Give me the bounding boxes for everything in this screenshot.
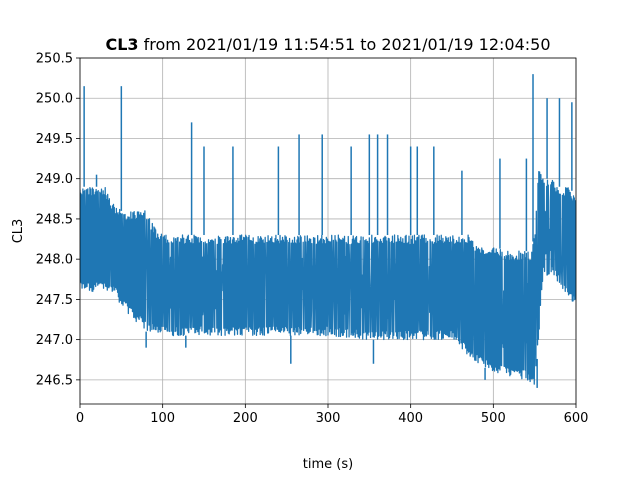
y-tick-label: 248.5: [36, 212, 73, 227]
y-tick-label: 248.0: [36, 253, 73, 268]
y-axis: 246.5 247.0 247.5 248.0 248.5 249.0 249.5 250.0…: [36, 52, 80, 388]
plot-area: [80, 74, 576, 388]
x-axis-label: time (s): [303, 457, 353, 472]
y-tick-label: 247.0: [36, 333, 73, 348]
chart-title-rest: from 2021/01/19 11:54:51 to 2021/01/19 1…: [139, 35, 551, 54]
chart-title: CL3 from 2021/01/19 11:54:51 to 2021/01/…: [105, 35, 550, 54]
chart-title-bold: CL3: [105, 35, 138, 54]
x-tick-label: 200: [233, 411, 258, 426]
y-tick-label: 249.0: [36, 172, 73, 187]
y-tick-label: 246.5: [36, 373, 73, 388]
x-tick-label: 100: [150, 411, 175, 426]
series-line: [80, 170, 576, 385]
x-tick-label: 0: [76, 411, 84, 426]
y-tick-label: 249.5: [36, 132, 73, 147]
y-axis-label: CL3: [11, 219, 26, 244]
x-tick-label: 500: [481, 411, 506, 426]
y-tick-label: 250.5: [36, 52, 73, 67]
y-tick-label: 250.0: [36, 92, 73, 107]
y-tick-label: 247.5: [36, 293, 73, 308]
x-tick-label: 600: [564, 411, 589, 426]
series-cl3: [80, 74, 576, 388]
x-axis: 0 100 200 300 400 500 600: [76, 404, 589, 426]
x-tick-label: 400: [398, 411, 423, 426]
x-tick-label: 300: [316, 411, 341, 426]
